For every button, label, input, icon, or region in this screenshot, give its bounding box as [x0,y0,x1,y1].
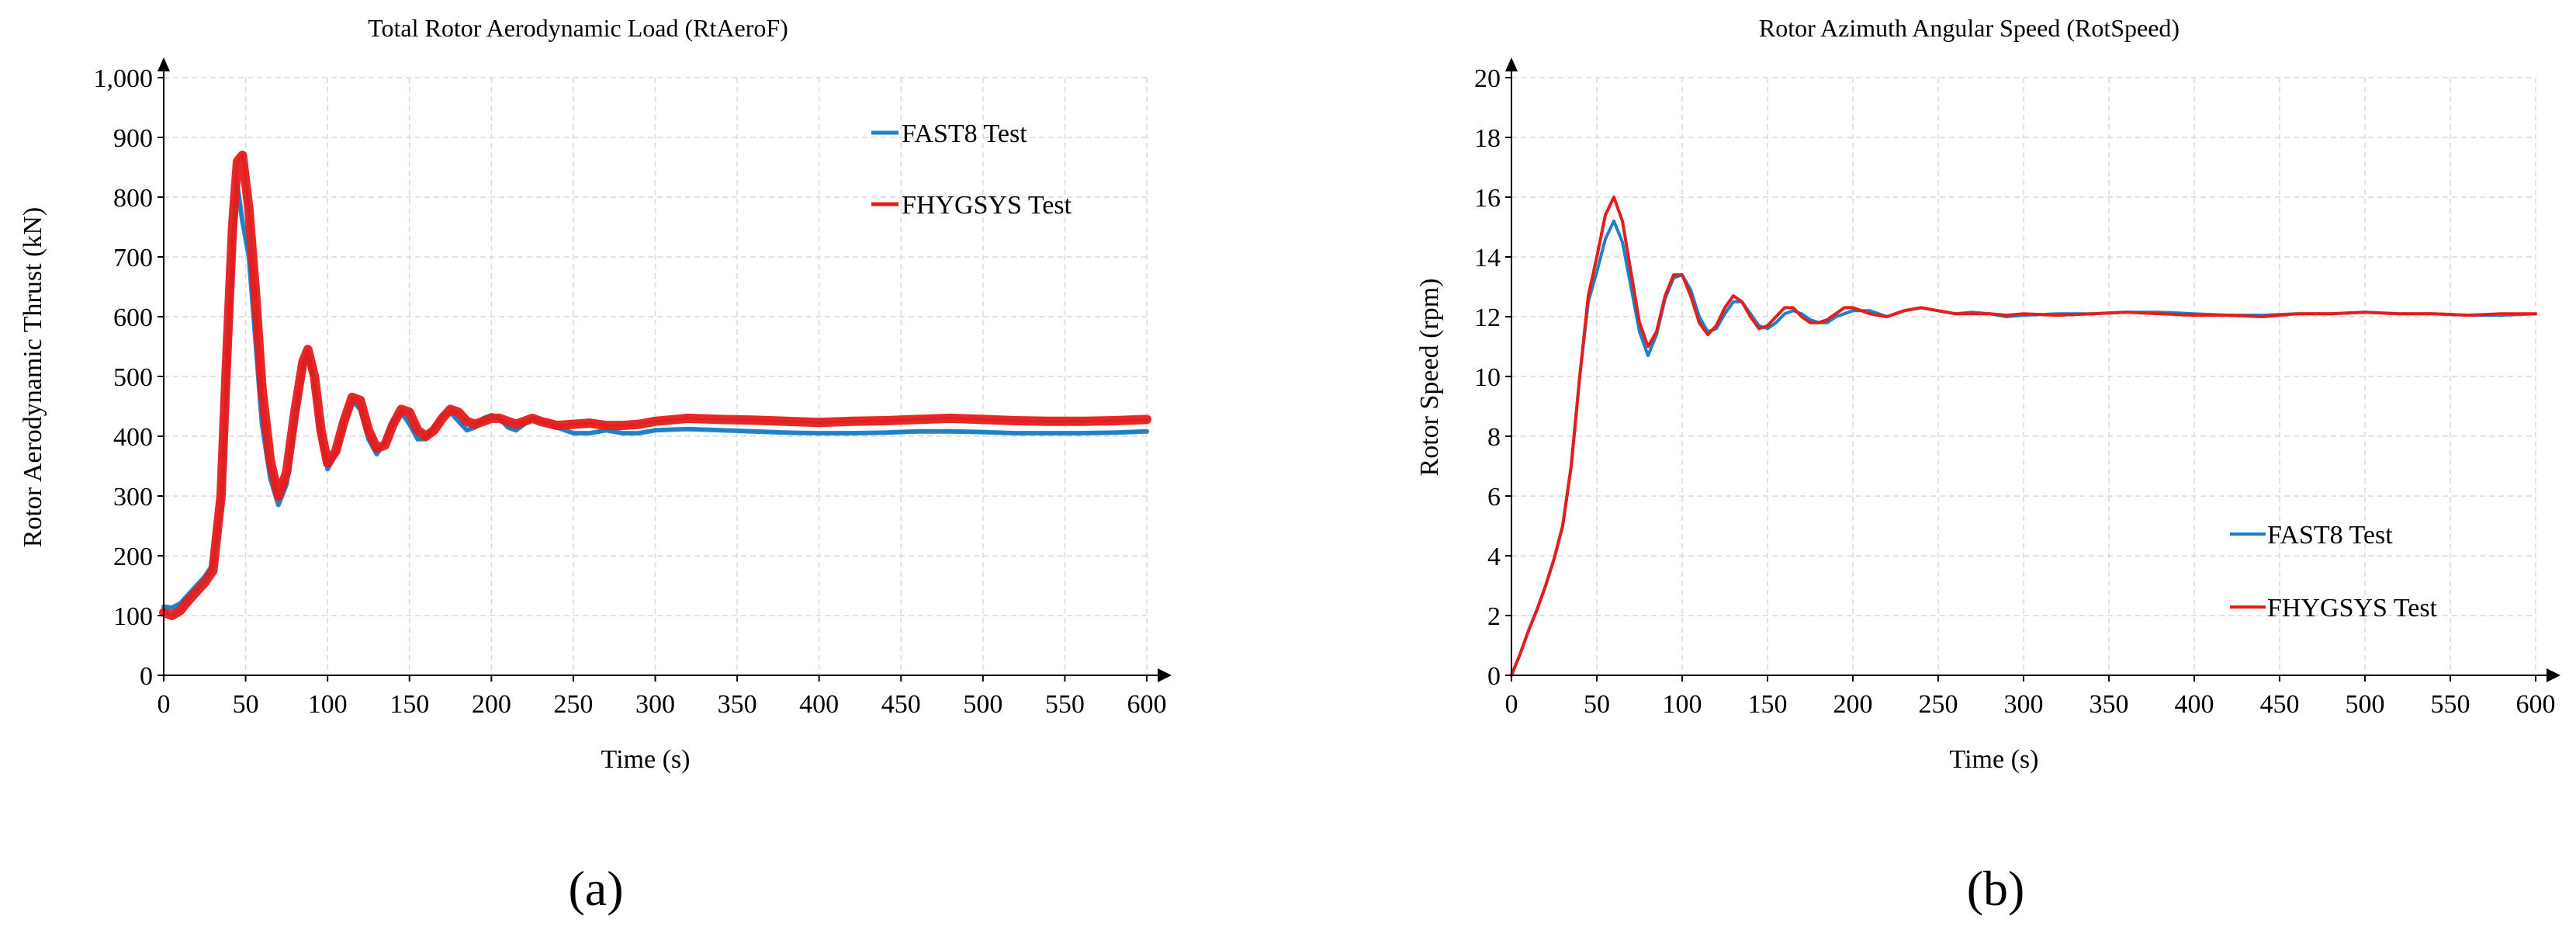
panel-b-x-tick-label: 500 [2346,690,2385,719]
panel-a-x-axis-arrow [1158,668,1172,682]
panel-a-x-tick-label: 300 [635,690,675,719]
panel-b-y-tick-label: 10 [1474,363,1501,392]
panel-a-series-line-fhygsys-test [162,154,1148,617]
panel-b-x-tick-label: 300 [2004,690,2044,719]
panel-a-label: (a) [568,861,623,916]
panel-a-y-tick-label: 700 [113,244,153,272]
panel-b-x-tick-label: 550 [2431,690,2470,719]
panel-b-y-tick-label: 2 [1487,602,1501,631]
panel-a-y-axis-arrow [158,57,170,71]
panel-b-x-tick-label: 450 [2260,690,2300,719]
panel-b-x-axis-label: Time (s) [1950,745,2039,774]
panel-b-legend: FAST8 Test FHYGSYS Test [2230,521,2438,623]
panel-b-x-tick-label: 50 [1584,690,1610,719]
panel-b-x-tick-label: 400 [2175,690,2214,719]
panel-b-y-tick-label: 18 [1474,124,1501,153]
panel-b-axes [1505,57,2560,682]
panel-a-title: Total Rotor Aerodynamic Load (RtAeroF) [368,14,788,42]
panel-a-x-tick-label: 0 [158,690,171,719]
panel-a-chart: Total Rotor Aerodynamic Load (RtAeroF) 0… [19,14,1172,916]
panel-a-x-tick-label: 200 [472,690,511,719]
panel-a-y-tick-label: 1,000 [94,64,154,93]
panel-b-x-tick-label: 250 [1919,690,1958,719]
panel-a-x-tick-label: 500 [963,690,1002,719]
panel-b-x-tick-label: 350 [2090,690,2129,719]
panel-b-y-tick-label: 14 [1474,244,1501,272]
panel-b-grid [1511,77,2536,675]
panel-b-y-tick-label: 6 [1487,483,1501,512]
panel-a-x-tick-label: 400 [799,690,839,719]
panel-b-x-tick-labels: 0 50 100 150 200 250 300 350 400 450 500 550 600 [1505,690,2556,719]
panel-a-y-tick-label: 900 [113,124,153,153]
panel-b-chart: Rotor Azimuth Angular Speed (RotSpeed) 0… [1415,14,2560,916]
panel-a-y-tick-label: 300 [113,483,153,512]
panel-b-x-tick-label: 100 [1663,690,1702,719]
panel-b-y-tick-label: 4 [1487,543,1501,571]
panel-b-x-tick-label: 0 [1505,690,1518,719]
panel-b-label: (b) [1967,861,2025,916]
panel-a-x-axis-label: Time (s) [601,745,691,774]
panel-b-x-tick-label: 600 [2516,690,2556,719]
panel-a-legend-label-fast8: FAST8 Test [902,120,1027,148]
panel-a-x-tick-label: 150 [390,690,429,719]
panel-a-x-tick-label: 350 [718,690,757,719]
panel-a-x-tick-label: 600 [1127,690,1167,719]
panel-a-axes [158,57,1172,682]
panel-b-y-tick-label: 0 [1487,662,1501,691]
panel-b-x-tick-label: 150 [1748,690,1788,719]
panel-b-series [1510,196,2537,677]
panel-a-grid [164,77,1148,675]
panel-b-y-axis-arrow [1505,57,1518,71]
panel-a-y-tick-labels: 0 100 200 300 400 500 600 700 800 900 1,000 [94,64,154,691]
panel-a-x-tick-labels: 0 50 100 150 200 250 300 350 400 450 500 550 600 [158,690,1167,719]
panel-b-y-tick-label: 12 [1474,304,1501,332]
panel-a-y-tick-label: 600 [113,304,153,332]
panel-a-legend: FAST8 Test FHYGSYS Test [871,120,1072,220]
panel-b-y-axis-label: Rotor Speed (rpm) [1415,279,1444,477]
panel-b-title: Rotor Azimuth Angular Speed (RotSpeed) [1759,14,2180,42]
panel-a-x-tick-label: 100 [308,690,348,719]
panel-a-y-tick-label: 0 [140,662,153,691]
panel-b-series-line-fhygsys-test [1510,196,2537,677]
panel-a-y-tick-label: 400 [113,423,153,452]
panel-b-y-tick-label: 20 [1474,64,1501,93]
panel-a-series [159,151,1151,620]
panel-a-y-tick-label: 800 [113,184,153,213]
panel-b-y-tick-label: 8 [1487,423,1501,452]
panel-a-x-tick-label: 450 [881,690,921,719]
panel-b-y-tick-label: 16 [1474,184,1501,213]
panel-b-x-axis-arrow [2547,668,2560,682]
panel-a-x-tick-label: 250 [553,690,593,719]
panel-b-legend-label-fast8: FAST8 Test [2267,521,2393,550]
panel-a-y-tick-label: 100 [113,602,153,631]
panel-b-legend-label-fhygsys: FHYGSYS Test [2267,594,2438,623]
panel-a-y-tick-label: 500 [113,363,153,392]
panel-a-y-tick-label: 200 [113,543,153,571]
panel-a-y-axis-label: Rotor Aerodynamic Thrust (kN) [19,207,47,547]
panel-a-legend-label-fhygsys: FHYGSYS Test [902,191,1072,220]
panel-a-x-tick-label: 550 [1045,690,1085,719]
panel-b-y-tick-labels: 0 2 4 6 8 10 12 14 16 18 20 [1474,64,1501,691]
panel-a-x-tick-label: 50 [233,690,259,719]
panel-b-x-tick-label: 200 [1833,690,1873,719]
